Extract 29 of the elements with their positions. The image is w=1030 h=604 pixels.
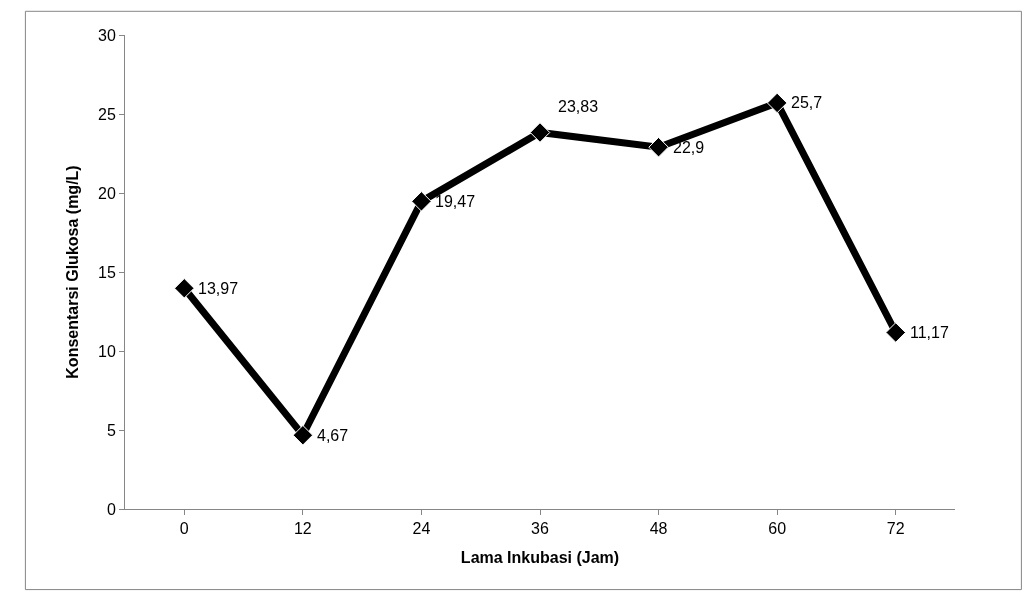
- point: [411, 191, 432, 212]
- data-label: 11,17: [910, 324, 949, 341]
- x-tick-label: 24: [412, 520, 431, 538]
- x-tick-label: 60: [768, 520, 787, 538]
- y-tick-label: 0: [106, 500, 116, 518]
- data-label: 25,7: [791, 94, 823, 111]
- point: [766, 92, 788, 114]
- point: [885, 322, 906, 343]
- y-axis-title: Konsentarsi Glukosa (mg/L): [63, 165, 81, 379]
- x-tick-label: 12: [293, 520, 312, 538]
- x-tick-label: 48: [649, 520, 668, 538]
- point: [648, 136, 669, 158]
- x-tick-label: 0: [179, 520, 189, 538]
- y-tick-label: 10: [98, 342, 116, 360]
- y-tick-label: 15: [98, 263, 116, 281]
- data-label: 23,83: [558, 98, 599, 115]
- x-tick-label: 36: [531, 520, 549, 538]
- data-label: 13,97: [198, 280, 239, 297]
- y-tick-label: 30: [98, 26, 116, 44]
- point: [529, 122, 551, 143]
- y-tick-label: 5: [106, 421, 116, 439]
- x-tick-label: 72: [886, 520, 905, 538]
- point: [292, 424, 314, 446]
- y-tick-label: 25: [98, 105, 116, 123]
- y-tick-label: 20: [98, 184, 116, 202]
- point: [174, 278, 195, 299]
- data-label: 19,47: [435, 193, 476, 210]
- x-axis-title: Lama Inkubasi (Jam): [460, 548, 620, 566]
- data-label: 4,67: [317, 427, 349, 444]
